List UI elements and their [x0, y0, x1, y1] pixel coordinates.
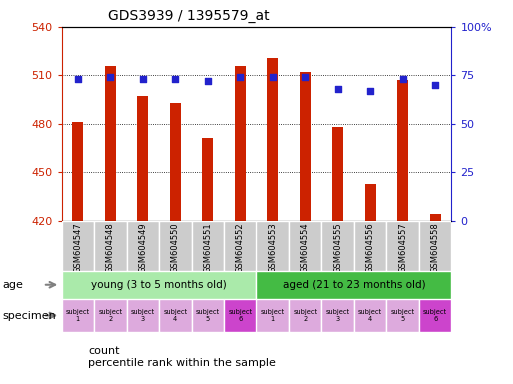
Bar [322, 221, 354, 271]
Point [171, 76, 180, 82]
Text: subject
4: subject 4 [163, 309, 187, 322]
Bar [170, 103, 181, 221]
Bar [94, 221, 127, 271]
Point [204, 78, 212, 84]
Text: GSM604556: GSM604556 [366, 222, 374, 273]
Text: GSM604551: GSM604551 [203, 222, 212, 273]
Text: subject
5: subject 5 [390, 309, 415, 322]
Bar [234, 66, 246, 221]
Text: GSM604553: GSM604553 [268, 222, 277, 273]
Text: GSM604552: GSM604552 [236, 222, 245, 273]
Bar [300, 72, 311, 221]
Text: aged (21 to 23 months old): aged (21 to 23 months old) [283, 280, 425, 290]
Bar [365, 184, 376, 221]
Point [139, 76, 147, 82]
Bar [191, 221, 224, 271]
Text: young (3 to 5 months old): young (3 to 5 months old) [91, 280, 227, 290]
Bar [386, 299, 419, 332]
Text: GSM604549: GSM604549 [139, 222, 147, 273]
Text: count: count [88, 346, 120, 356]
Bar [256, 299, 289, 332]
Bar [386, 221, 419, 271]
Text: subject
2: subject 2 [98, 309, 123, 322]
Bar [354, 299, 386, 332]
Text: GDS3939 / 1395579_at: GDS3939 / 1395579_at [108, 9, 270, 23]
Point [269, 74, 277, 80]
Point [301, 74, 309, 80]
Bar [419, 299, 451, 332]
Bar [159, 221, 191, 271]
Bar [419, 221, 451, 271]
Point [236, 74, 244, 80]
Bar [332, 127, 343, 221]
Bar [72, 122, 84, 221]
Point [431, 82, 439, 88]
Bar [62, 299, 94, 332]
Bar [289, 221, 322, 271]
Point [106, 74, 114, 80]
Text: subject
1: subject 1 [261, 309, 285, 322]
Point [366, 88, 374, 94]
Bar [397, 80, 408, 221]
Text: subject
4: subject 4 [358, 309, 382, 322]
Bar [429, 214, 441, 221]
Text: GSM604558: GSM604558 [431, 222, 440, 273]
Text: subject
1: subject 1 [66, 309, 90, 322]
Bar [191, 299, 224, 332]
Text: subject
6: subject 6 [228, 309, 252, 322]
Bar [289, 299, 322, 332]
Text: GSM604555: GSM604555 [333, 222, 342, 273]
Text: GSM604557: GSM604557 [398, 222, 407, 273]
Point [74, 76, 82, 82]
Text: subject
2: subject 2 [293, 309, 318, 322]
Bar [267, 58, 279, 221]
Text: subject
6: subject 6 [423, 309, 447, 322]
Bar [137, 96, 148, 221]
Bar [256, 221, 289, 271]
Text: subject
3: subject 3 [326, 309, 350, 322]
Point [399, 76, 407, 82]
Bar [94, 299, 127, 332]
Text: subject
3: subject 3 [131, 309, 155, 322]
Text: GSM604547: GSM604547 [73, 222, 82, 273]
Text: GSM604548: GSM604548 [106, 222, 115, 273]
Text: percentile rank within the sample: percentile rank within the sample [88, 358, 276, 368]
Bar [322, 299, 354, 332]
Bar [127, 221, 159, 271]
Bar [256, 271, 451, 299]
Bar [202, 138, 213, 221]
Text: subject
5: subject 5 [195, 309, 220, 322]
Bar [105, 66, 116, 221]
Bar [62, 221, 94, 271]
Bar [62, 271, 256, 299]
Bar [127, 299, 159, 332]
Bar [224, 299, 256, 332]
Bar [354, 221, 386, 271]
Text: specimen: specimen [3, 311, 56, 321]
Text: age: age [3, 280, 24, 290]
Text: GSM604550: GSM604550 [171, 222, 180, 273]
Bar [224, 221, 256, 271]
Point [333, 86, 342, 92]
Bar [159, 299, 191, 332]
Text: GSM604554: GSM604554 [301, 222, 310, 273]
